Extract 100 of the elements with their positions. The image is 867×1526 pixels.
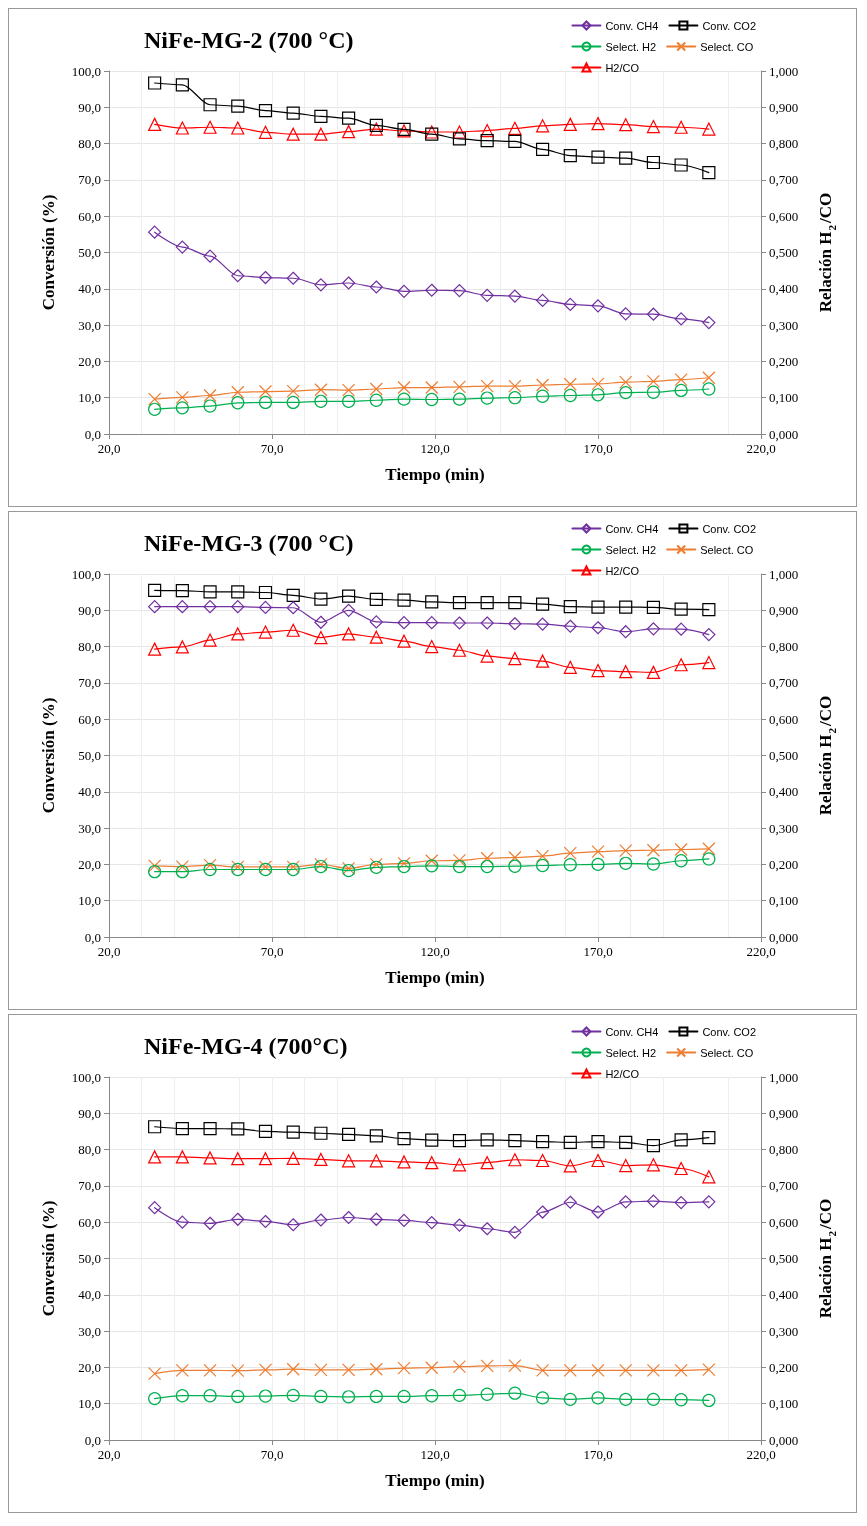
y2-tick-label: 0,100 [769,893,799,909]
point [646,1363,661,1377]
y-tick-label: 50,0 [78,245,101,260]
point [231,396,245,410]
point [508,651,522,666]
point [674,854,688,868]
point [674,1161,688,1176]
y2-tick-label: 0,200 [769,353,799,369]
y-tick-label: 10,0 [78,1396,101,1412]
point [314,383,328,397]
y-tick-label: 10,0 [78,893,101,909]
point [203,1389,217,1403]
point [175,600,189,614]
y2-tick-label: 0,500 [769,748,799,763]
point [535,1135,550,1149]
legend-label: Select. H2 [605,1046,657,1059]
point [480,123,494,138]
point [702,1170,716,1184]
y2-axis-title: Relación H2/CO [815,1198,838,1319]
y-tick-label: 30,0 [78,1323,101,1339]
point [258,1214,273,1229]
point [702,382,716,396]
legend-label: Conv. CH4 [605,522,659,535]
legend-label: Conv. CO2 [702,522,756,535]
point [702,628,716,642]
point [286,623,300,637]
point [508,1133,522,1148]
legend-label: H2/CO [605,1067,640,1080]
point [480,1133,494,1147]
point [619,1392,633,1406]
point [591,388,605,402]
point [535,119,550,133]
point [258,1363,273,1377]
y2-tick-label: 0,200 [769,856,799,872]
point [397,284,411,298]
point [258,1152,273,1166]
point [674,1363,688,1377]
point [286,384,300,398]
y-tick-label: 20,0 [78,353,101,369]
point [452,853,467,868]
point [231,385,245,399]
y-tick-label: 90,0 [78,1105,101,1121]
point [369,630,383,644]
point [619,1135,633,1149]
point [591,621,605,635]
point [702,655,716,670]
point [342,1127,356,1141]
point [148,1201,162,1215]
point [369,280,383,294]
y-tick-label: 100,0 [71,63,101,79]
x-tick-label: 220,0 [746,1447,776,1462]
point [702,1195,716,1209]
point [425,616,439,630]
point [646,665,661,679]
y-tick-label: 0,0 [84,1432,101,1448]
point [175,859,189,874]
point [175,640,189,654]
point [148,583,162,597]
chart-title: NiFe-MG-3 (700 °C) [144,530,354,556]
y2-tick-label: 0,000 [769,426,799,442]
point [231,121,245,135]
point [563,1195,577,1209]
point [563,1363,577,1377]
y2-axis-title: Relación H2/CO [815,192,838,313]
point [452,284,467,298]
point [480,1359,494,1373]
y2-tick-label: 0,700 [769,1178,799,1194]
point [369,382,383,396]
point [702,1362,716,1377]
point [535,654,550,668]
y2-tick-label: 0,800 [769,136,799,152]
point [258,384,273,399]
y-tick-label: 30,0 [78,820,101,836]
point [231,627,245,641]
point [425,595,439,609]
point [148,1120,162,1134]
point [397,1361,411,1375]
point [342,1390,356,1404]
point [397,859,411,874]
point [203,1216,217,1230]
point [535,378,550,392]
legend-label: Conv. CH4 [605,19,659,32]
point [535,1363,550,1377]
y-tick-label: 0,0 [84,426,101,442]
point [563,1159,577,1173]
point [369,1212,383,1226]
point [508,1386,522,1400]
point [425,859,439,873]
point [258,125,273,139]
y-tick-label: 80,0 [78,136,101,152]
y-tick-label: 20,0 [78,1359,101,1375]
point [286,1151,300,1165]
point [342,1154,356,1168]
point [508,379,522,393]
point [369,122,383,136]
point [175,390,189,404]
point [203,98,217,112]
point [175,401,189,415]
point [286,601,300,615]
point [619,1195,633,1209]
